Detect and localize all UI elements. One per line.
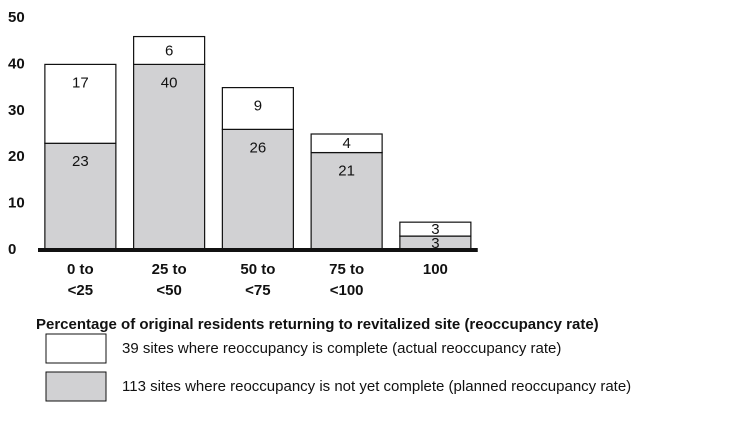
legend-label: 39 sites where reoccupancy is complete (… (122, 340, 561, 357)
bar-segment (133, 63, 206, 251)
x-tick-line: <50 (156, 282, 181, 299)
bar-segment (310, 133, 383, 154)
data-label: 3 (431, 235, 439, 252)
y-tick-label: 0 (8, 241, 16, 258)
x-axis-label: Percentage of original residents returni… (36, 316, 599, 333)
bar-segment (310, 151, 383, 251)
y-tick-label: 10 (8, 195, 25, 212)
x-tick-line: 25 to (152, 261, 187, 278)
y-tick-label: 30 (8, 102, 25, 119)
data-label: 3 (431, 221, 439, 238)
bar-segment (133, 35, 206, 66)
bar-segment (399, 221, 472, 237)
x-tick-line: 75 to (329, 261, 364, 278)
x-tick-label: 50 to <75 (240, 261, 275, 299)
x-tick-line: <75 (245, 282, 270, 299)
data-label: 40 (161, 74, 178, 91)
data-label: 23 (72, 153, 89, 170)
y-tick-label: 50 (8, 9, 25, 26)
bar-segment (44, 63, 117, 144)
legend-swatch (45, 371, 107, 402)
x-tick-line: <100 (330, 282, 364, 299)
x-tick-line: 0 to (67, 261, 94, 278)
bar-segment (44, 142, 117, 251)
data-label: 21 (338, 163, 355, 180)
bar-segment (221, 128, 294, 251)
bar-segment (221, 86, 294, 130)
x-tick-line: 50 to (240, 261, 275, 278)
y-tick-label: 20 (8, 148, 25, 165)
data-label: 4 (342, 135, 350, 152)
x-tick-label: 100 (423, 261, 448, 278)
x-tick-line: <25 (68, 282, 93, 299)
data-label: 6 (165, 42, 173, 59)
x-tick-label: 75 to <100 (329, 261, 364, 299)
legend-swatch (45, 333, 107, 364)
data-label: 17 (72, 74, 89, 91)
data-label: 26 (250, 139, 267, 156)
legend-label: 113 sites where reoccupancy is not yet c… (122, 378, 631, 395)
data-label: 9 (254, 98, 262, 115)
y-tick-label: 40 (8, 55, 25, 72)
x-tick-label: 25 to <50 (152, 261, 187, 299)
x-tick-label: 0 to <25 (67, 261, 94, 299)
